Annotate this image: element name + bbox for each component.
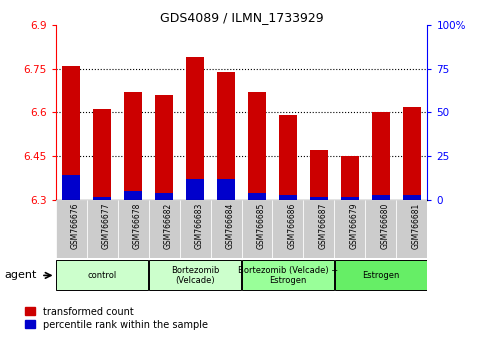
Text: GSM766679: GSM766679: [350, 203, 359, 250]
Text: GSM766676: GSM766676: [71, 203, 80, 250]
Bar: [248, 92, 266, 200]
Bar: [372, 195, 390, 200]
Bar: [341, 156, 359, 200]
Bar: [186, 179, 204, 200]
Bar: [217, 179, 235, 200]
Text: GSM766684: GSM766684: [226, 203, 235, 249]
FancyBboxPatch shape: [397, 200, 427, 258]
FancyBboxPatch shape: [335, 260, 427, 290]
Bar: [217, 72, 235, 200]
Bar: [310, 150, 328, 200]
FancyBboxPatch shape: [272, 200, 303, 258]
FancyBboxPatch shape: [334, 200, 366, 258]
Text: Bortezomib (Velcade) +
Estrogen: Bortezomib (Velcade) + Estrogen: [238, 266, 338, 285]
Bar: [248, 193, 266, 200]
Bar: [279, 115, 297, 200]
Bar: [341, 196, 359, 200]
Bar: [155, 95, 173, 200]
Text: GSM766687: GSM766687: [319, 203, 328, 249]
FancyBboxPatch shape: [149, 260, 241, 290]
FancyBboxPatch shape: [86, 200, 117, 258]
FancyBboxPatch shape: [242, 260, 334, 290]
Text: agent: agent: [5, 270, 37, 280]
FancyBboxPatch shape: [56, 260, 148, 290]
Bar: [155, 193, 173, 200]
Text: GSM766686: GSM766686: [288, 203, 297, 249]
Bar: [124, 92, 142, 200]
Bar: [186, 57, 204, 200]
FancyBboxPatch shape: [303, 200, 334, 258]
FancyBboxPatch shape: [366, 200, 397, 258]
Text: control: control: [87, 271, 117, 280]
Bar: [372, 113, 390, 200]
Bar: [310, 196, 328, 200]
Bar: [93, 196, 112, 200]
Text: GSM766682: GSM766682: [164, 203, 173, 249]
Bar: [403, 107, 421, 200]
Text: Estrogen: Estrogen: [362, 271, 399, 280]
FancyBboxPatch shape: [56, 200, 86, 258]
Text: Bortezomib
(Velcade): Bortezomib (Velcade): [171, 266, 219, 285]
FancyBboxPatch shape: [117, 200, 149, 258]
Text: GSM766683: GSM766683: [195, 203, 204, 249]
FancyBboxPatch shape: [242, 200, 272, 258]
Text: GSM766677: GSM766677: [102, 203, 111, 250]
Bar: [279, 195, 297, 200]
Bar: [403, 195, 421, 200]
Legend: transformed count, percentile rank within the sample: transformed count, percentile rank withi…: [24, 306, 209, 331]
Title: GDS4089 / ILMN_1733929: GDS4089 / ILMN_1733929: [160, 11, 323, 24]
FancyBboxPatch shape: [211, 200, 242, 258]
Text: GSM766680: GSM766680: [381, 203, 390, 249]
Bar: [62, 66, 80, 200]
Text: GSM766685: GSM766685: [257, 203, 266, 249]
Text: GSM766681: GSM766681: [412, 203, 421, 249]
FancyBboxPatch shape: [180, 200, 211, 258]
FancyBboxPatch shape: [149, 200, 180, 258]
Bar: [62, 176, 80, 200]
Bar: [93, 109, 112, 200]
Text: GSM766678: GSM766678: [133, 203, 142, 249]
Bar: [124, 191, 142, 200]
